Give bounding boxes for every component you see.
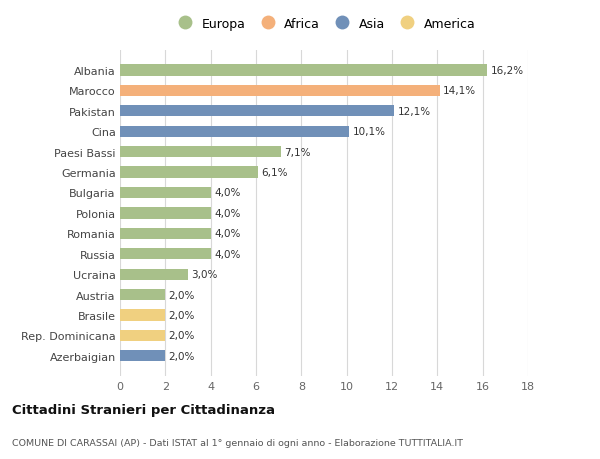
Bar xyxy=(120,208,211,219)
Bar xyxy=(120,330,166,341)
Text: 14,1%: 14,1% xyxy=(443,86,476,96)
Text: 6,1%: 6,1% xyxy=(262,168,288,178)
Bar xyxy=(120,249,211,260)
Text: COMUNE DI CARASSAI (AP) - Dati ISTAT al 1° gennaio di ogni anno - Elaborazione T: COMUNE DI CARASSAI (AP) - Dati ISTAT al … xyxy=(12,438,463,447)
Bar xyxy=(120,86,440,97)
Text: 16,2%: 16,2% xyxy=(491,66,524,76)
Bar xyxy=(120,106,394,117)
Bar xyxy=(120,167,258,178)
Text: 2,0%: 2,0% xyxy=(169,290,195,300)
Bar xyxy=(120,187,211,199)
Text: 3,0%: 3,0% xyxy=(191,269,218,280)
Bar xyxy=(120,126,349,138)
Bar xyxy=(120,65,487,77)
Text: 7,1%: 7,1% xyxy=(284,147,311,157)
Bar xyxy=(120,310,166,321)
Bar xyxy=(120,228,211,240)
Bar xyxy=(120,147,281,158)
Bar xyxy=(120,289,166,301)
Text: 12,1%: 12,1% xyxy=(398,106,431,117)
Text: 2,0%: 2,0% xyxy=(169,330,195,341)
Text: Cittadini Stranieri per Cittadinanza: Cittadini Stranieri per Cittadinanza xyxy=(12,403,275,416)
Text: 4,0%: 4,0% xyxy=(214,229,241,239)
Bar xyxy=(120,350,166,362)
Text: 4,0%: 4,0% xyxy=(214,208,241,218)
Text: 4,0%: 4,0% xyxy=(214,249,241,259)
Text: 2,0%: 2,0% xyxy=(169,310,195,320)
Text: 4,0%: 4,0% xyxy=(214,188,241,198)
Text: 2,0%: 2,0% xyxy=(169,351,195,361)
Bar xyxy=(120,269,188,280)
Text: 10,1%: 10,1% xyxy=(352,127,385,137)
Legend: Europa, Africa, Asia, America: Europa, Africa, Asia, America xyxy=(173,17,475,31)
